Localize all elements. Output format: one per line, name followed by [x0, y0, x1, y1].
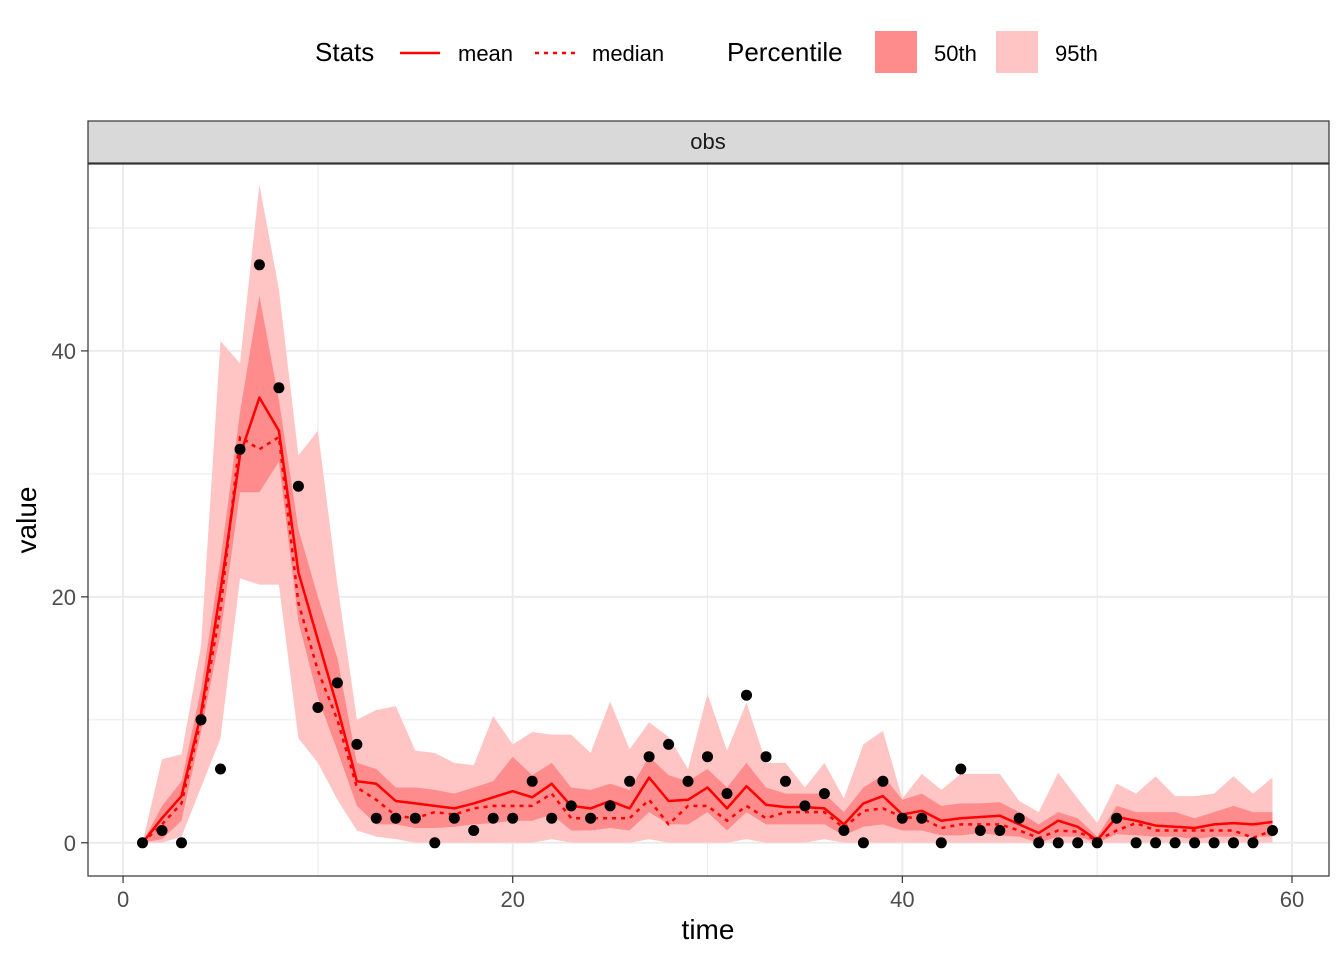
facet-strip-label: obs	[690, 129, 725, 154]
observed-point	[935, 837, 947, 849]
legend-median-label: median	[592, 41, 664, 66]
plot-panel-border	[87, 163, 1330, 877]
observed-point	[1111, 812, 1123, 824]
observed-point	[624, 775, 636, 787]
observed-point	[1150, 837, 1162, 849]
observed-point	[351, 738, 363, 750]
observed-point	[156, 825, 168, 836]
legend-95th-label: 95th	[1055, 41, 1098, 66]
observed-point	[526, 775, 538, 787]
observed-point	[857, 837, 869, 849]
observed-point	[409, 812, 421, 824]
observed-point	[331, 677, 343, 689]
legend-50th-swatch	[875, 31, 917, 73]
x-tick-label: 20	[500, 887, 524, 912]
observed-point	[1267, 825, 1278, 836]
observed-point	[1072, 837, 1084, 849]
observed-point	[799, 800, 811, 812]
observed-point	[1033, 837, 1045, 849]
legend: Stats mean median Percentile 50th 95th	[315, 31, 1098, 73]
observed-point	[546, 812, 558, 824]
legend-stats-title: Stats	[315, 37, 374, 67]
observed-point	[1169, 837, 1181, 849]
observed-point	[896, 812, 908, 824]
legend-95th-swatch	[996, 31, 1038, 73]
observed-point	[1208, 837, 1220, 849]
observed-point	[877, 775, 889, 787]
y-axis: 0 20 40	[52, 339, 88, 856]
observed-point	[1130, 837, 1142, 849]
legend-percentile-title: Percentile	[727, 37, 843, 67]
observed-point	[468, 825, 480, 836]
observed-point	[390, 812, 402, 824]
observed-point	[429, 837, 441, 849]
observed-point	[507, 812, 519, 824]
band-50th-area	[142, 295, 1273, 843]
observed-point	[974, 825, 986, 836]
observed-point	[273, 382, 285, 394]
facet-strip	[87, 120, 1330, 164]
observed-point	[760, 751, 772, 763]
y-tick-label: 20	[52, 585, 76, 610]
observed-point	[604, 800, 616, 812]
observed-point	[663, 738, 675, 750]
observed-point	[565, 800, 577, 812]
legend-mean-label: mean	[458, 41, 513, 66]
observed-point	[1228, 837, 1239, 849]
y-tick-label: 0	[64, 831, 76, 856]
observed-point	[215, 763, 226, 775]
observed-point	[1091, 837, 1103, 849]
observed-point	[741, 689, 752, 701]
observed-point	[1189, 837, 1201, 849]
observed-point	[1052, 837, 1064, 849]
observed-point	[838, 825, 850, 836]
observed-point	[818, 788, 830, 800]
legend-50th-label: 50th	[934, 41, 977, 66]
y-tick-label: 40	[52, 339, 76, 364]
observed-point	[585, 812, 597, 824]
observed-point	[955, 763, 967, 775]
observed-point	[721, 788, 733, 800]
observed-point	[292, 480, 304, 492]
observed-point	[195, 714, 207, 726]
stat-lines	[141, 396, 1273, 844]
observed-point	[487, 812, 499, 824]
observed-point	[682, 775, 694, 787]
observed-point	[312, 702, 324, 713]
observed-point	[234, 443, 246, 455]
observed-points	[137, 259, 1278, 849]
observed-point	[916, 812, 928, 824]
observed-point	[702, 751, 713, 763]
x-axis: 0 20 40 60	[117, 876, 1304, 912]
x-axis-title: time	[682, 914, 735, 945]
x-tick-label: 40	[890, 887, 914, 912]
observed-point	[1013, 812, 1025, 824]
series-line-median	[141, 435, 1273, 844]
observed-point	[448, 812, 460, 824]
observed-point	[370, 812, 382, 824]
series-line-mean	[141, 396, 1273, 844]
band-95th	[142, 184, 1273, 843]
x-tick-label: 60	[1280, 887, 1304, 912]
observed-point	[780, 775, 791, 787]
band-95th-area	[142, 184, 1273, 843]
observed-point	[643, 751, 655, 763]
y-axis-title: value	[11, 487, 42, 554]
observed-point	[176, 837, 187, 849]
observed-point	[994, 825, 1006, 836]
x-tick-label: 0	[117, 887, 129, 912]
observed-point	[137, 837, 148, 849]
observed-point	[1247, 837, 1259, 849]
observed-point	[253, 259, 265, 271]
band-50th	[142, 295, 1273, 843]
